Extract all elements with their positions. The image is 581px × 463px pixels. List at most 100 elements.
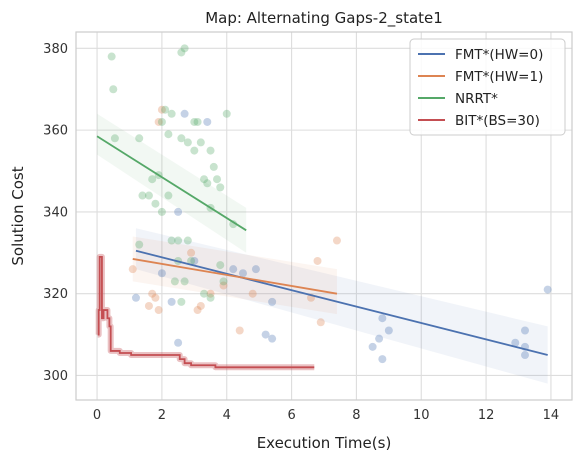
data-point	[167, 109, 176, 118]
data-point	[174, 207, 183, 216]
data-point	[213, 175, 222, 184]
data-point	[193, 117, 202, 126]
legend-entry: FMT*(HW=0)	[455, 47, 543, 63]
data-point	[135, 134, 144, 143]
fit-line	[132, 258, 338, 295]
data-point	[183, 138, 192, 147]
data-point	[180, 277, 189, 286]
data-point	[313, 256, 322, 265]
data-point	[261, 330, 270, 339]
data-point	[332, 236, 341, 245]
data-point	[216, 183, 225, 192]
data-point	[193, 306, 202, 315]
data-point	[229, 220, 238, 229]
data-point	[268, 297, 277, 306]
data-point	[219, 277, 228, 286]
step-series	[95, 253, 315, 371]
data-point	[196, 301, 205, 310]
data-point	[196, 138, 205, 147]
data-point	[203, 117, 212, 126]
data-point	[206, 289, 215, 298]
data-point	[209, 162, 218, 171]
data-point	[157, 207, 166, 216]
step-line	[97, 255, 315, 369]
data-point	[148, 175, 157, 184]
data-point	[216, 261, 225, 270]
data-point	[187, 248, 196, 257]
data-point	[167, 297, 176, 306]
data-point	[235, 326, 244, 335]
data-point	[180, 44, 189, 53]
data-point	[128, 265, 137, 274]
data-point	[161, 105, 170, 114]
data-point	[190, 146, 199, 155]
data-point	[219, 281, 228, 290]
data-point	[268, 334, 277, 343]
x-tick-label: 0	[93, 408, 101, 423]
data-point	[511, 338, 520, 347]
data-point	[206, 146, 215, 155]
y-axis-label: Solution Cost	[9, 166, 27, 265]
x-tick-label: 2	[158, 408, 166, 423]
data-point	[135, 240, 144, 249]
legend: FMT*(HW=0) FMT*(HW=1) NRRT* BIT*(BS=30)	[409, 38, 566, 136]
data-point	[190, 117, 199, 126]
legend-entry: BIT*(BS=30)	[455, 113, 540, 129]
data-point	[174, 236, 183, 245]
data-point	[151, 293, 160, 302]
data-point	[177, 134, 186, 143]
x-tick-label: 10	[413, 408, 430, 423]
y-tick-label: 340	[43, 205, 68, 220]
data-point	[183, 236, 192, 245]
data-point	[203, 179, 212, 188]
data-point	[248, 289, 257, 298]
data-point	[138, 191, 147, 200]
x-tick-label: 8	[352, 408, 360, 423]
legend-entry: NRRT*	[455, 91, 498, 107]
y-tick-label: 320	[43, 287, 68, 302]
data-point	[251, 265, 260, 274]
data-point	[151, 199, 160, 208]
data-point	[144, 301, 153, 310]
data-point	[164, 130, 173, 139]
x-tick-label: 4	[223, 408, 231, 423]
legend-entry: FMT*(HW=1)	[455, 69, 543, 85]
legend-box	[409, 38, 566, 136]
data-point	[174, 338, 183, 347]
data-point	[187, 256, 196, 265]
x-tick-labels: 0 2 4 6 8 10 12 14	[93, 408, 559, 423]
fit-band	[135, 228, 548, 384]
data-point	[222, 109, 231, 118]
data-point	[170, 277, 179, 286]
data-point	[368, 342, 377, 351]
data-point	[110, 134, 119, 143]
data-point	[543, 285, 552, 294]
data-point	[384, 326, 393, 335]
chart-title: Map: Alternating Gaps-2_state1	[205, 9, 443, 28]
fit-line	[135, 249, 548, 356]
data-point	[520, 351, 529, 360]
y-tick-label: 300	[43, 369, 68, 384]
y-tick-labels: 300 320 340 360 380	[43, 42, 68, 384]
data-point	[154, 117, 163, 126]
x-tick-label: 6	[287, 408, 295, 423]
x-tick-label: 14	[543, 408, 560, 423]
data-point	[164, 191, 173, 200]
data-point	[200, 289, 209, 298]
data-point	[520, 326, 529, 335]
data-point	[190, 256, 199, 265]
data-point	[206, 293, 215, 302]
data-point	[157, 117, 166, 126]
data-point	[154, 306, 163, 315]
data-point	[177, 48, 186, 57]
data-point	[177, 297, 186, 306]
y-tick-label: 380	[43, 42, 68, 57]
data-point	[180, 109, 189, 118]
data-point	[157, 105, 166, 114]
data-point	[375, 334, 384, 343]
data-point	[378, 355, 387, 364]
data-point	[107, 52, 116, 61]
data-point	[131, 293, 140, 302]
data-point	[109, 85, 118, 94]
